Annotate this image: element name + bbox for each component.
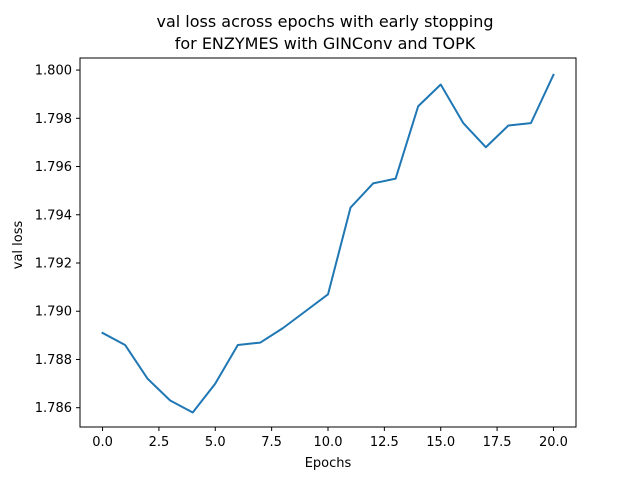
axes-frame	[79, 57, 577, 428]
y-tick-label: 1.794	[35, 208, 72, 223]
plot-area	[101, 73, 555, 414]
y-tick-label: 1.792	[35, 257, 72, 272]
x-tick-label: 2.5	[149, 435, 170, 450]
y-tick-label: 1.786	[35, 401, 72, 416]
y-tick-label: 1.790	[35, 305, 72, 320]
x-axis-label: Epochs	[305, 456, 352, 471]
y-tick-label: 1.788	[35, 353, 72, 368]
x-tick-label: 15.0	[426, 435, 455, 450]
y-tick-label: 1.798	[35, 112, 72, 127]
x-axis-ticks: 0.0 2.5 5.0 7.5 10.0 12.5 15.0 17.5 20.0	[92, 427, 568, 450]
y-tick-label: 1.800	[35, 64, 72, 79]
x-tick-label: 7.5	[261, 435, 282, 450]
chart-title-line-1: val loss across epochs with early stoppi…	[156, 12, 493, 31]
val-loss-series-line	[101, 73, 555, 414]
chart-title-line-2: for ENZYMES with GINConv and TOPK	[175, 34, 476, 53]
x-tick-label: 10.0	[314, 435, 343, 450]
x-tick-label: 17.5	[483, 435, 512, 450]
y-tick-label: 1.796	[35, 160, 72, 175]
y-axis-label: val loss	[11, 221, 26, 270]
x-tick-label: 0.0	[92, 435, 113, 450]
x-tick-label: 12.5	[370, 435, 399, 450]
x-tick-label: 20.0	[539, 435, 568, 450]
x-tick-label: 5.0	[205, 435, 226, 450]
y-axis-ticks: 1.786 1.788 1.790 1.792 1.794 1.796 1.798 1.800	[35, 64, 80, 416]
